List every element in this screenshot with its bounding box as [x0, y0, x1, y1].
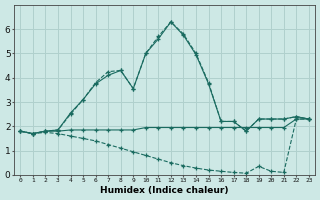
X-axis label: Humidex (Indice chaleur): Humidex (Indice chaleur) — [100, 186, 229, 195]
